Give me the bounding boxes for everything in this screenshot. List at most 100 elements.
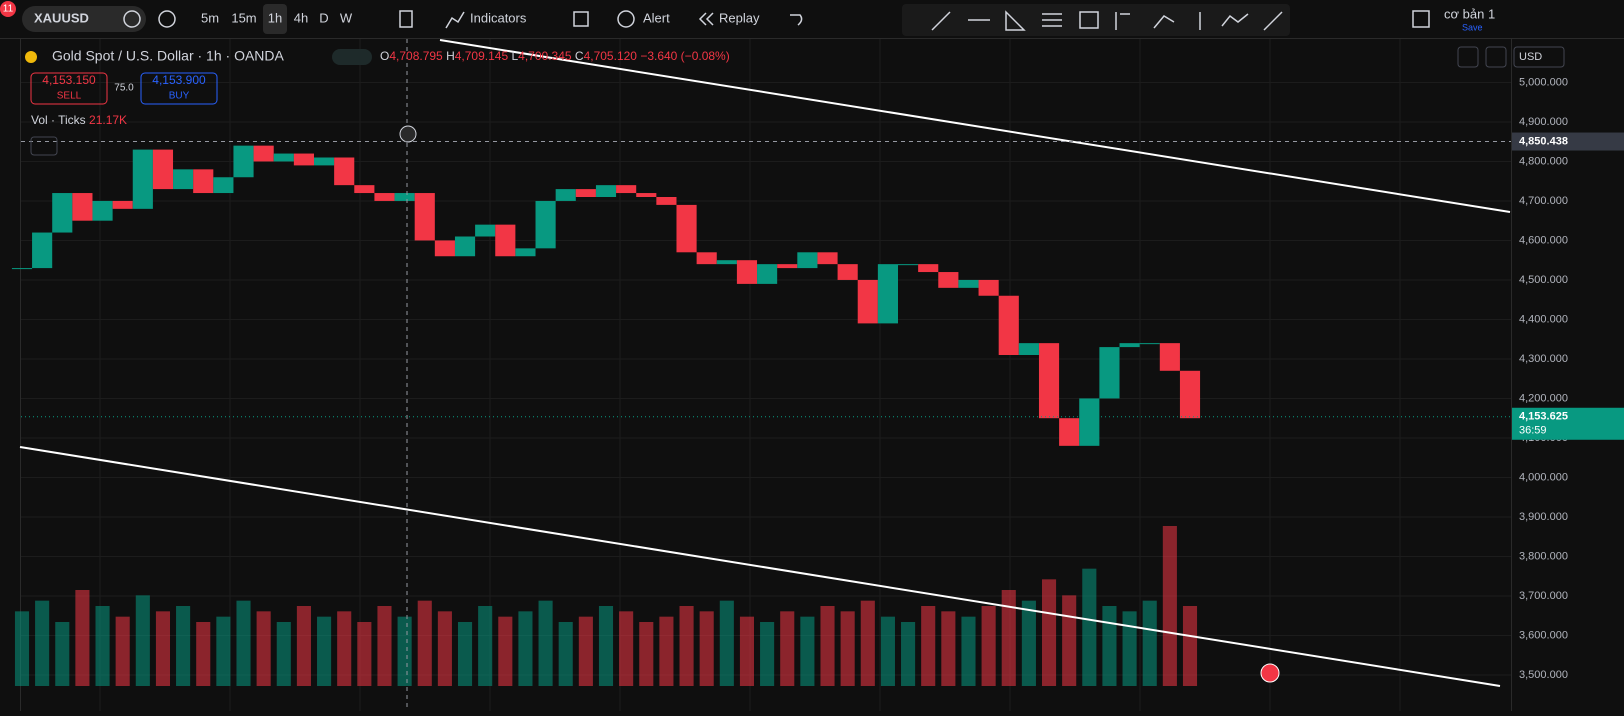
volume-bar	[880, 616, 895, 686]
candle	[233, 145, 254, 178]
indicators-icon[interactable]	[445, 11, 465, 29]
volume-bar	[578, 616, 593, 686]
candle	[334, 157, 355, 186]
volume-bar	[921, 606, 936, 686]
event-flag[interactable]	[1260, 663, 1280, 683]
candle	[394, 193, 415, 201]
volume-bar	[417, 600, 432, 686]
sell-button[interactable]	[30, 72, 108, 105]
buy-button[interactable]	[140, 72, 218, 105]
symbol-search[interactable]	[22, 6, 146, 32]
sell-price[interactable]: 4,153.150	[42, 73, 96, 87]
interval[interactable]: 4h	[294, 10, 308, 25]
volume-bar	[176, 606, 191, 686]
layout-icon[interactable]	[1412, 10, 1430, 28]
interval[interactable]: W	[340, 10, 353, 25]
volume-bar	[518, 611, 533, 686]
buy-price[interactable]: 4,153.900	[152, 73, 206, 87]
sell-label[interactable]: SELL	[57, 91, 82, 102]
volume-bar	[296, 606, 311, 686]
badge-count: 11	[3, 4, 14, 15]
scroll-button[interactable]	[1457, 46, 1479, 68]
currency[interactable]: USD	[1519, 51, 1542, 63]
compare-icon[interactable]	[123, 10, 141, 28]
volume-bar	[941, 611, 956, 686]
candle	[354, 185, 375, 194]
candle	[1119, 343, 1140, 348]
candle	[777, 264, 798, 269]
volume-bar	[498, 616, 513, 686]
volume-bar	[75, 590, 90, 686]
indicators[interactable]: Indicators	[470, 10, 527, 25]
candle	[495, 224, 516, 257]
y-tick-label: 3,800.000	[1519, 550, 1568, 562]
chart-type[interactable]	[399, 10, 413, 28]
volume-bar	[478, 606, 493, 686]
reset-button[interactable]	[1485, 46, 1507, 68]
replay[interactable]: Replay	[719, 10, 760, 25]
templates[interactable]	[573, 11, 589, 27]
candle	[454, 236, 476, 257]
volume-bar	[437, 611, 452, 686]
crosshair-label: 4,850.438	[1519, 135, 1568, 147]
volume-bar	[377, 606, 392, 686]
volume-bar	[820, 606, 835, 686]
y-tick-label: 3,900.000	[1519, 511, 1568, 523]
candle	[1159, 343, 1180, 371]
candle	[636, 193, 657, 197]
volume-bar	[1182, 606, 1198, 686]
last-price-label: 4,153.625	[1519, 411, 1568, 423]
add-symbol[interactable]	[158, 10, 176, 28]
layout-name[interactable]: cơ bản 1	[1444, 6, 1495, 21]
symbol[interactable]: XAUUSD	[34, 10, 89, 25]
volume-bar	[538, 600, 553, 686]
currency-box[interactable]	[1513, 46, 1565, 68]
crosshair-label-bg	[1512, 132, 1624, 151]
candle	[817, 252, 838, 265]
replay-icon[interactable]	[698, 12, 714, 26]
candle	[1038, 343, 1060, 419]
y-tick-label: 4,300.000	[1519, 353, 1568, 365]
candle	[92, 200, 113, 221]
volume-bar	[639, 622, 654, 686]
buy-label[interactable]: BUY	[169, 91, 190, 102]
candle	[877, 264, 898, 324]
save[interactable]: Save	[1462, 22, 1483, 32]
candle	[253, 145, 274, 162]
candle	[837, 264, 858, 280]
spread: 75.0	[114, 83, 134, 94]
drawing-tools[interactable]	[931, 10, 1283, 31]
candle	[173, 169, 194, 190]
alert-icon[interactable]	[617, 10, 635, 28]
volume-bar	[1082, 568, 1097, 686]
volume-bar	[135, 595, 150, 686]
interval[interactable]: 15m	[231, 10, 256, 25]
y-tick-label: 4,600.000	[1519, 234, 1568, 246]
candle	[52, 193, 73, 233]
collapse[interactable]	[30, 136, 58, 156]
badge	[0, 1, 16, 17]
candle	[152, 149, 174, 190]
volume-bar	[35, 600, 50, 686]
y-tick-label: 4,000.000	[1519, 471, 1568, 483]
volume-bar	[256, 611, 271, 686]
volume-bar	[1122, 611, 1137, 686]
alert[interactable]: Alert	[643, 10, 670, 25]
undo[interactable]	[790, 14, 803, 26]
volume-bar	[619, 611, 634, 686]
volume-bar	[1142, 600, 1157, 686]
y-tick-label: 4,200.000	[1519, 392, 1568, 404]
volume-bar	[196, 622, 211, 686]
interval[interactable]: D	[319, 10, 328, 25]
candle	[938, 272, 959, 288]
volume-bar	[719, 600, 734, 686]
interval[interactable]: 5m	[201, 10, 219, 25]
market-status	[332, 49, 372, 65]
volume-bar	[679, 606, 694, 686]
interval[interactable]: 1h	[268, 10, 282, 25]
volume-bar	[1021, 600, 1036, 686]
candle	[656, 196, 677, 205]
candle	[314, 157, 335, 166]
